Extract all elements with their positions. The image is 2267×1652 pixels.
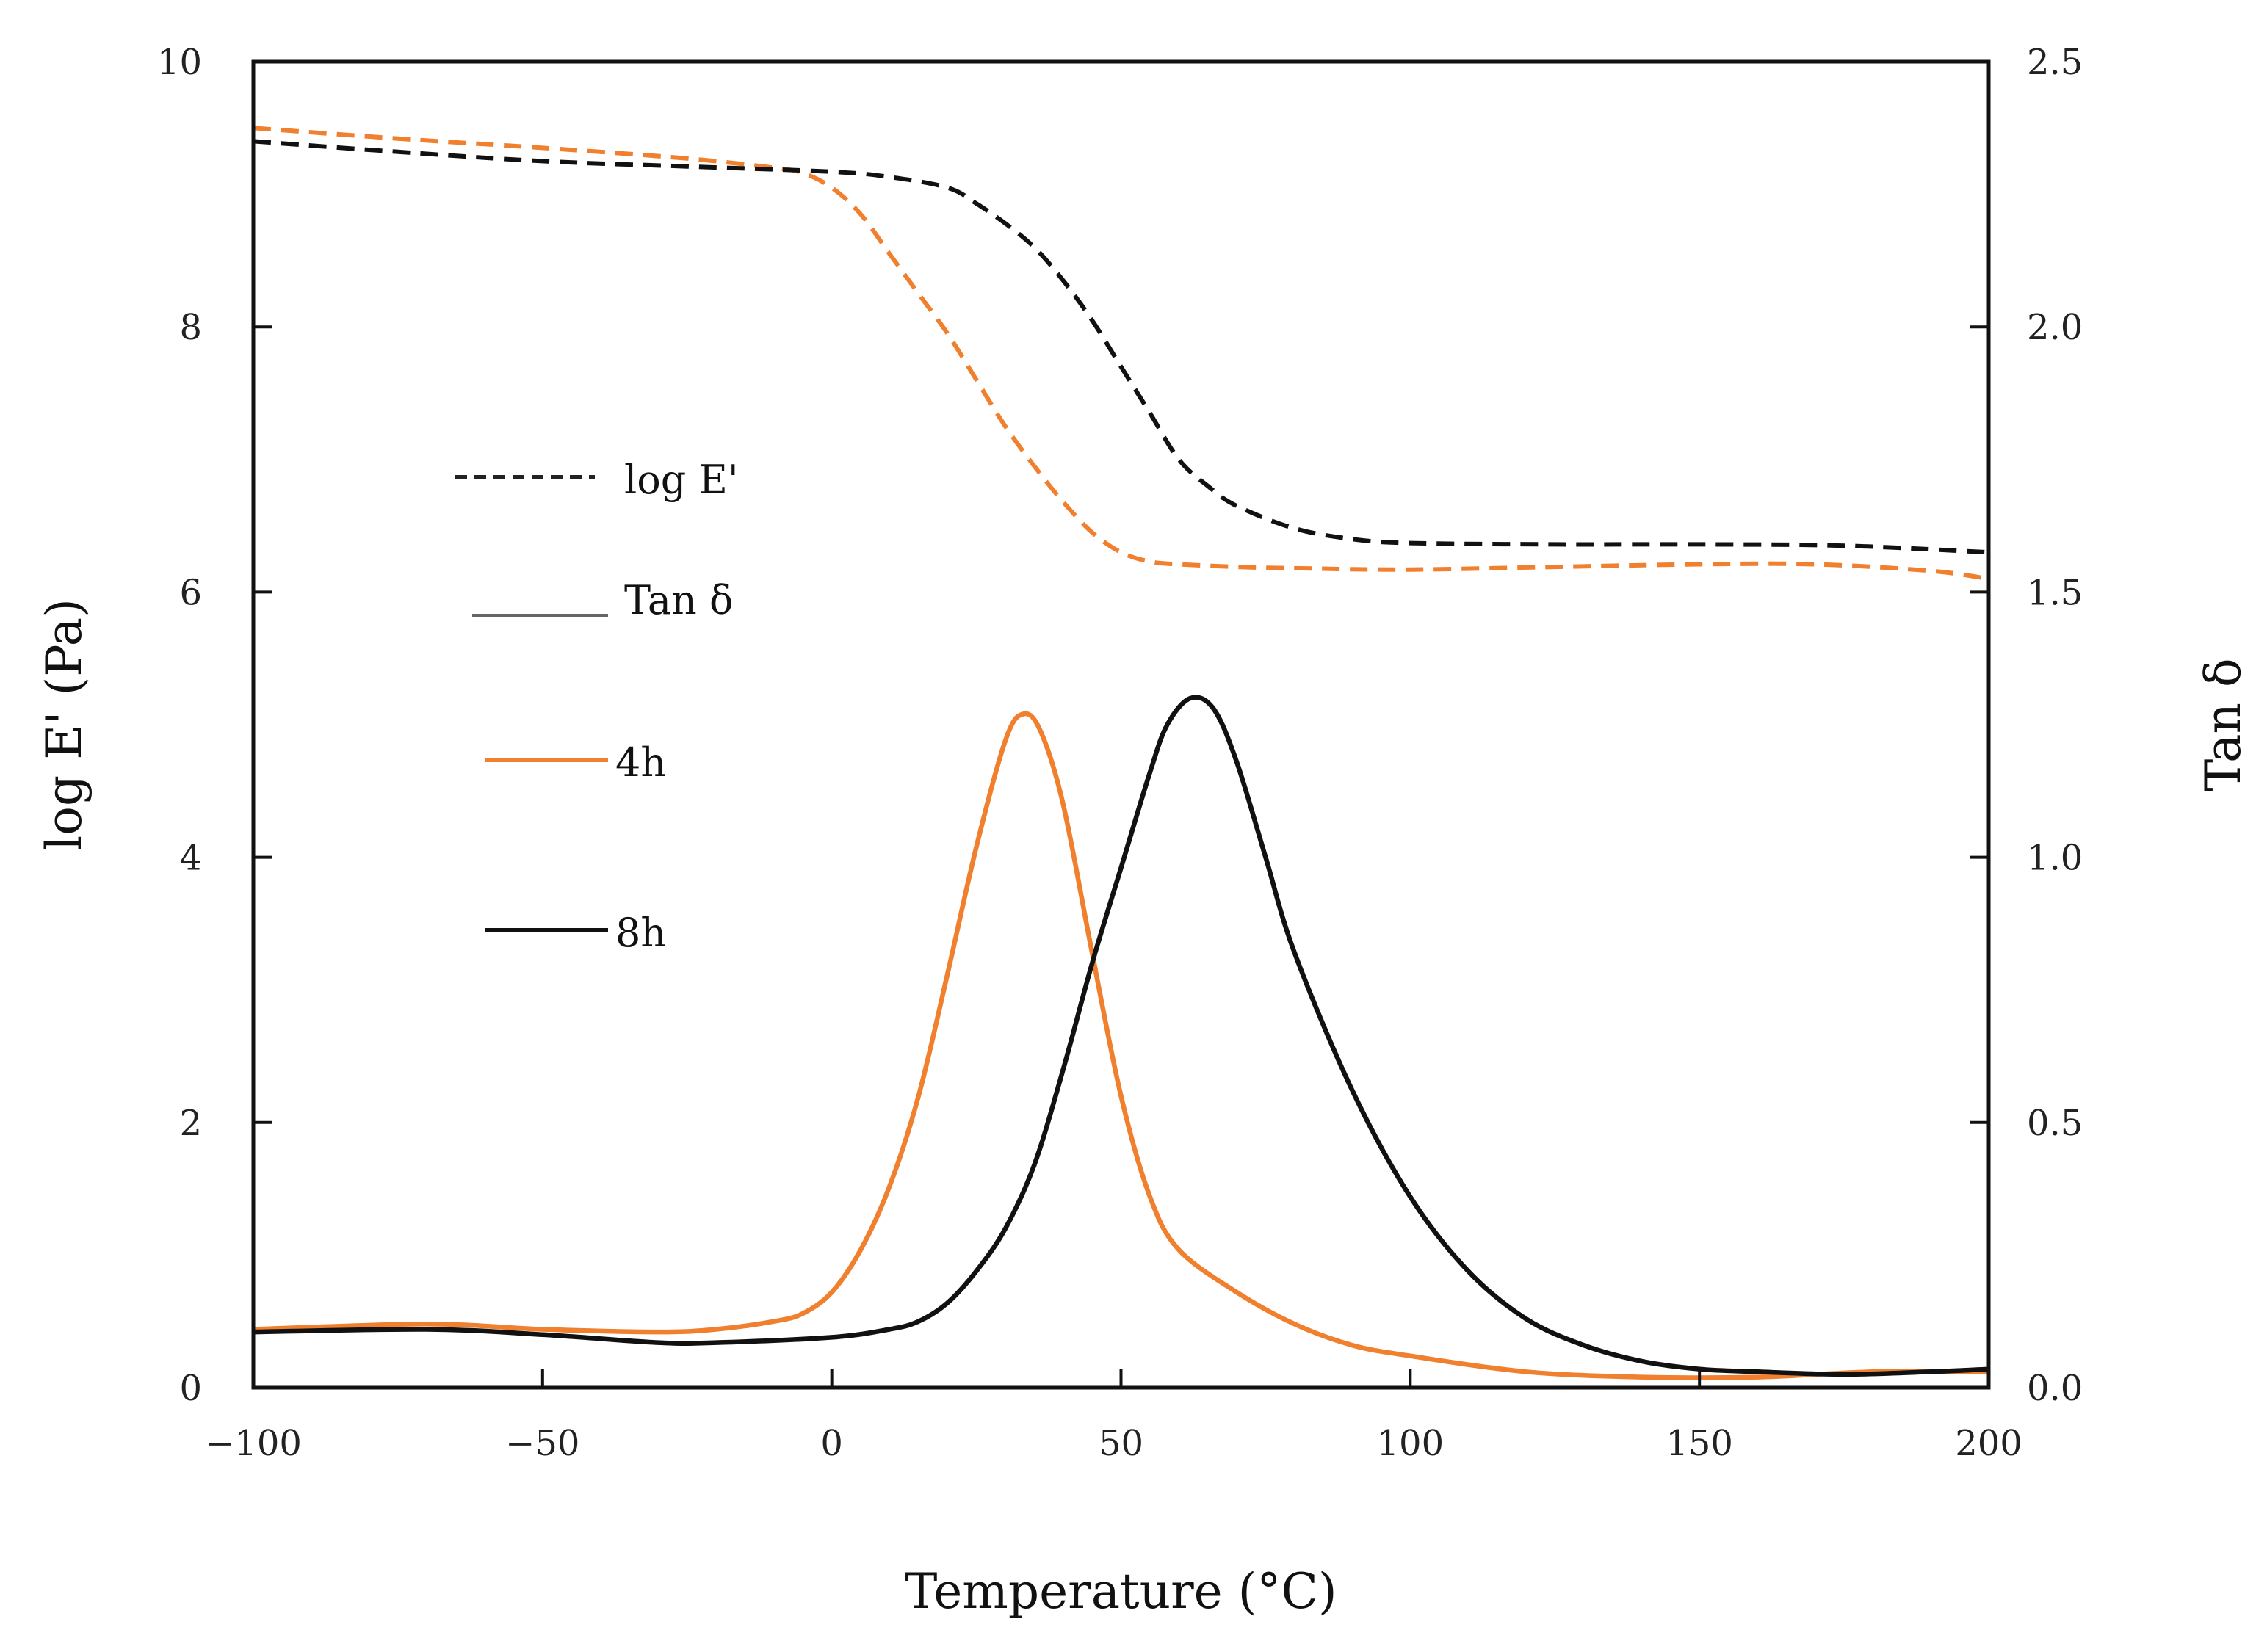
x-tick-label: −50	[505, 1423, 579, 1464]
series-8h-log-e	[253, 139, 1989, 555]
legend-label: log E'	[624, 457, 739, 503]
y2-tick-label: 0.0	[2027, 1368, 2083, 1409]
legend-label: Tan δ	[624, 577, 733, 623]
series-4h-tan	[253, 711, 1989, 1380]
y2-axis-title: Tan δ	[2195, 658, 2252, 791]
y-tick-label: 4	[179, 838, 202, 879]
x-tick-label: 200	[1955, 1423, 2022, 1464]
legend-label: 8h	[615, 910, 666, 956]
y-tick-label: 0	[179, 1368, 202, 1409]
y2-tick-label: 2.0	[2027, 307, 2083, 348]
legend-label: 4h	[615, 739, 666, 786]
axis-ticks: −100 −50 0 50 100 150 200 0 2 4 6 8 10 0.0 0.5 1.0 1.5 2.…	[157, 42, 2083, 1464]
y-tick-label: 6	[179, 572, 202, 613]
series-8h-tan	[253, 695, 1989, 1377]
y-tick-label: 2	[179, 1103, 202, 1144]
x-tick-label: 0	[820, 1423, 843, 1464]
y-tick-label: 8	[179, 307, 202, 348]
series-layer	[253, 126, 1989, 1380]
legend: log E' Tan δ 4h 8h	[455, 457, 739, 956]
y2-tick-label: 2.5	[2027, 42, 2083, 83]
axis-titles: Temperature (°C) log E' (Pa) Tan δ	[36, 598, 2252, 1620]
y2-tick-label: 1.0	[2027, 838, 2083, 879]
x-tick-label: 100	[1377, 1423, 1445, 1464]
y2-tick-label: 1.5	[2027, 572, 2083, 613]
x-axis-title: Temperature (°C)	[905, 1563, 1337, 1620]
y2-tick-label: 0.5	[2027, 1103, 2083, 1144]
series-4h-log-e	[253, 126, 1989, 582]
y-axis-title: log E' (Pa)	[36, 598, 93, 851]
x-tick-label: −100	[205, 1423, 302, 1464]
y-tick-label: 10	[157, 42, 202, 83]
x-tick-label: 50	[1099, 1423, 1143, 1464]
x-tick-label: 150	[1666, 1423, 1733, 1464]
